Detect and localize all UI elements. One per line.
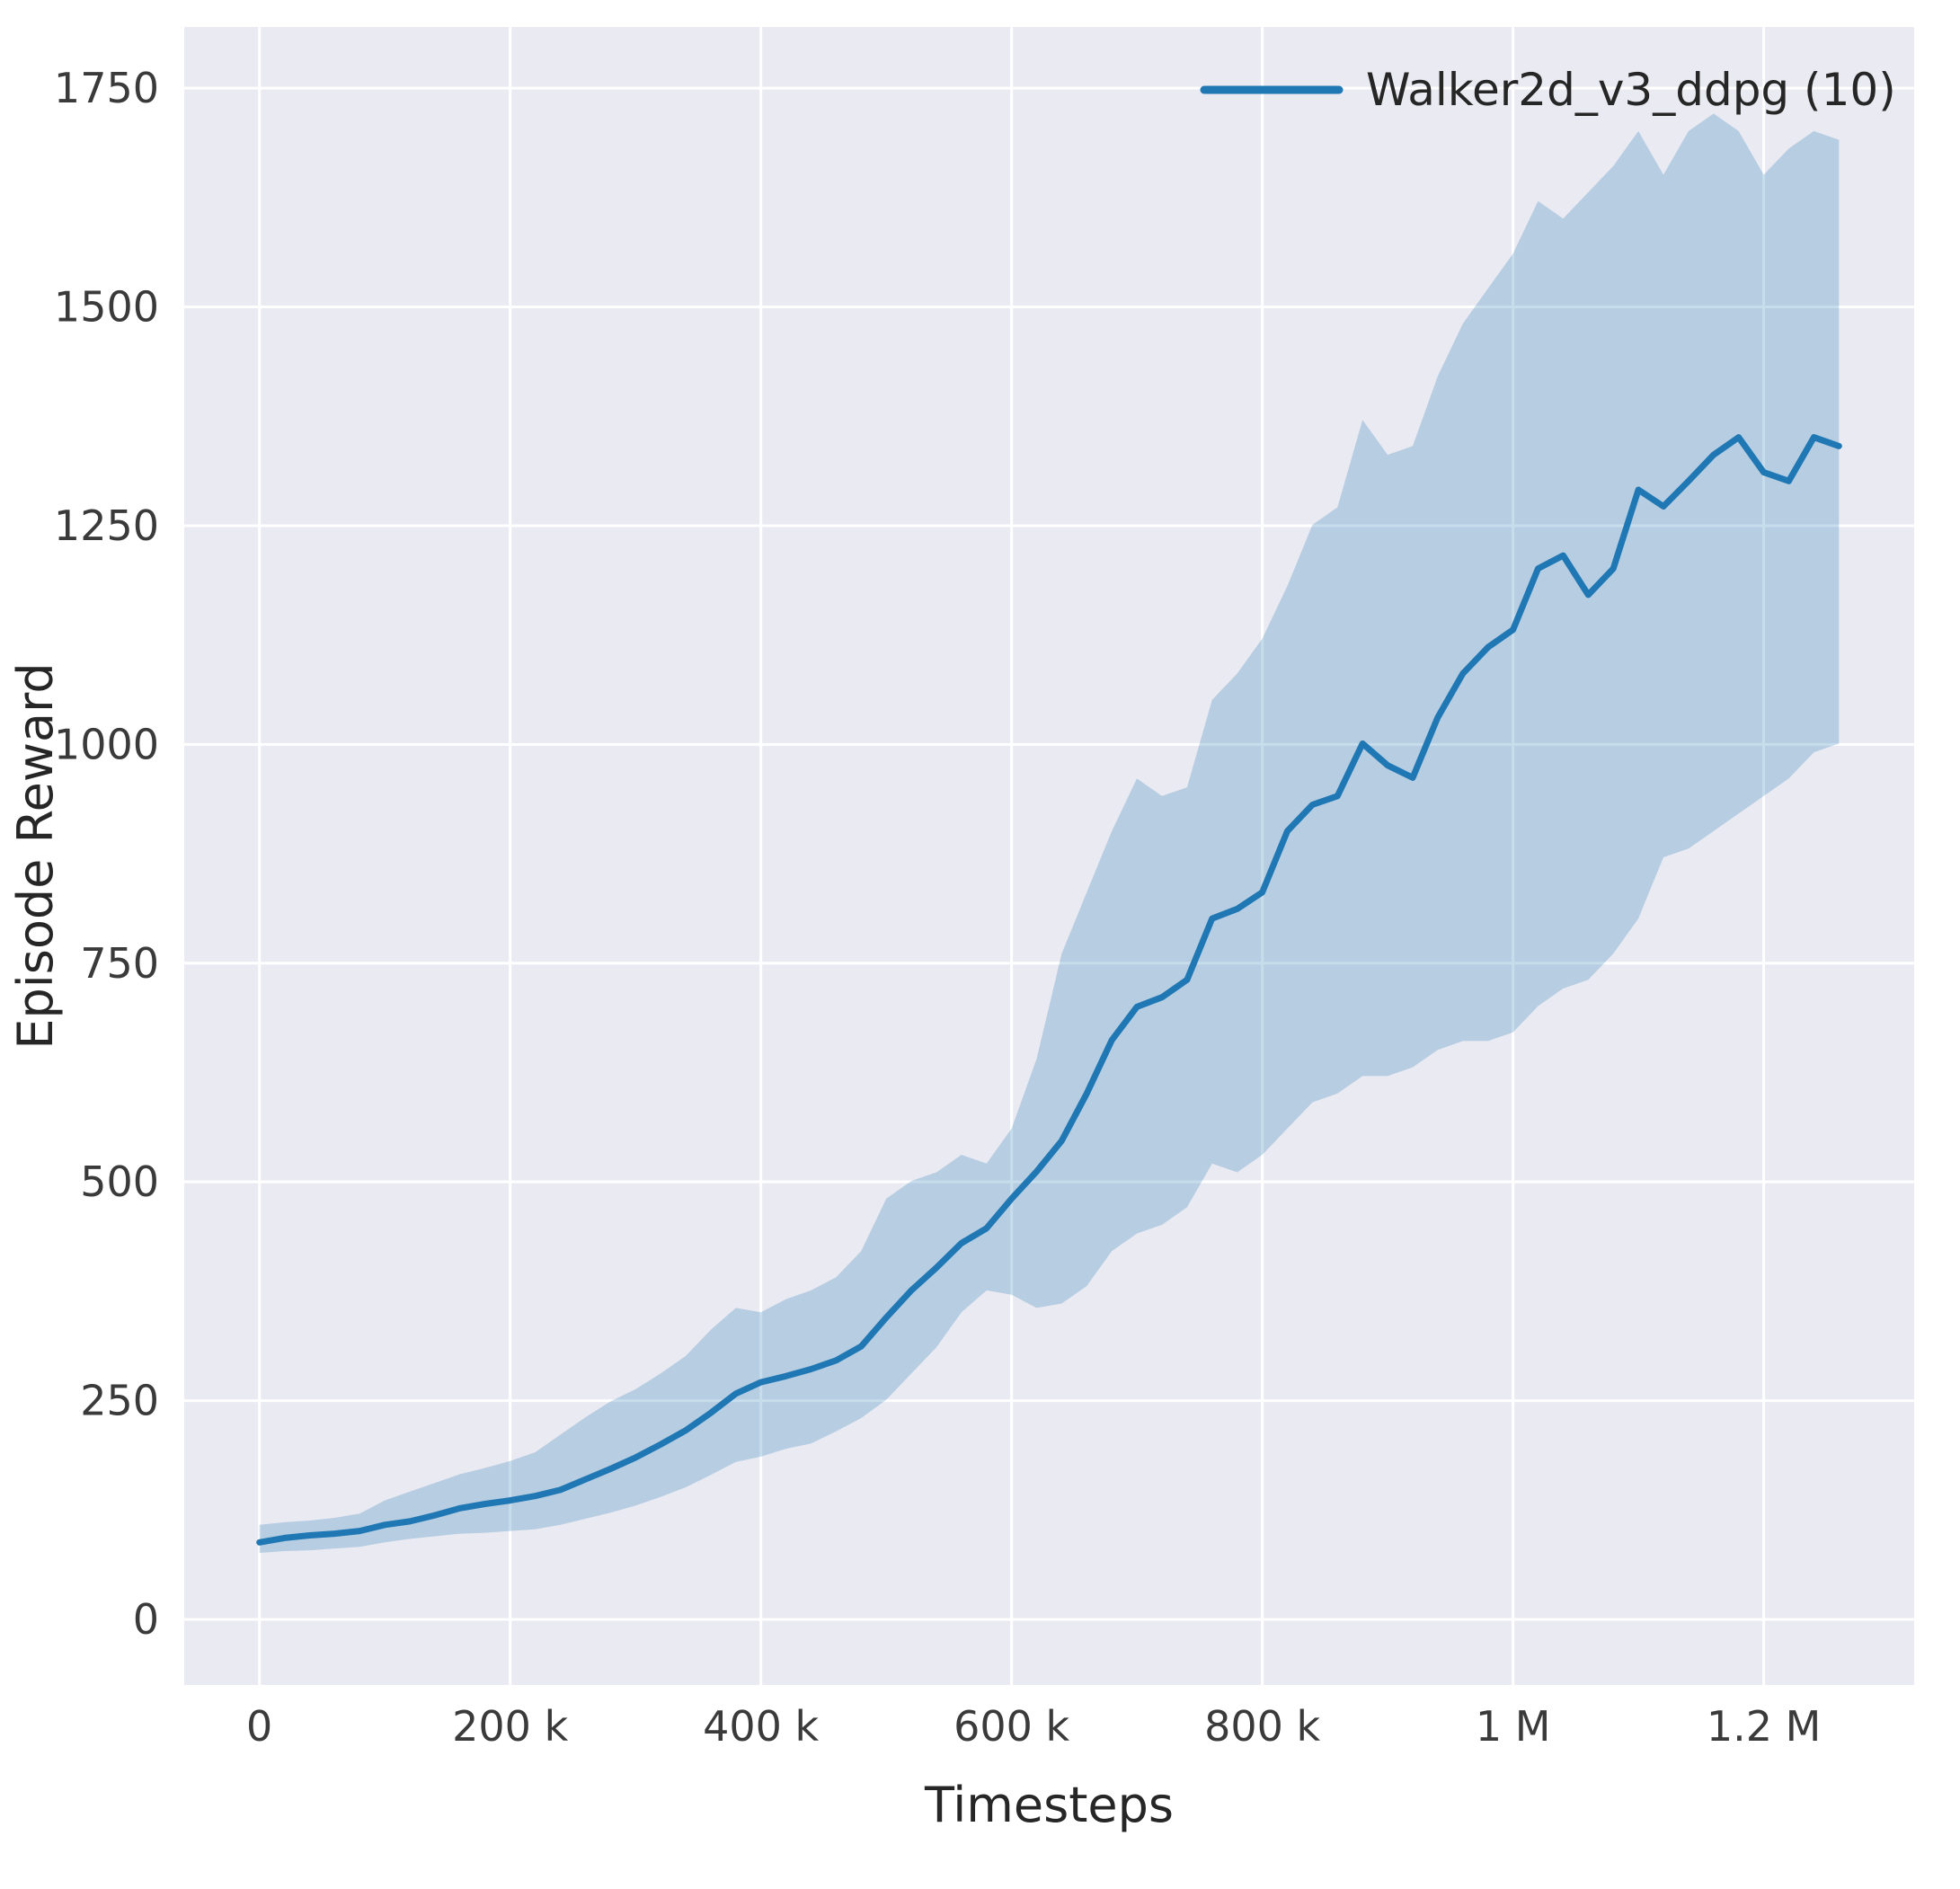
x-tick-label: 200 k: [452, 1702, 568, 1751]
y-tick-label: 1000: [54, 720, 159, 768]
x-tick-labels: 0 200 k 400 k 600 k 800 k 1 M 1.2 M: [246, 1702, 1821, 1751]
y-tick-label: 1750: [54, 64, 159, 112]
x-tick-label: 400 k: [703, 1702, 819, 1751]
legend-label: Walker2d_v3_ddpg (10): [1366, 64, 1896, 116]
x-axis-label: Timesteps: [924, 1777, 1174, 1833]
plot-background: [184, 27, 1914, 1685]
y-tick-labels: 0 250 500 750 1000 1250 1500 1750: [54, 64, 159, 1644]
y-tick-label: 0: [133, 1595, 159, 1644]
x-tick-label: 1.2 M: [1707, 1702, 1821, 1751]
x-tick-label: 0: [246, 1702, 272, 1751]
y-tick-label: 500: [80, 1157, 159, 1206]
gridlines: [184, 27, 1914, 1685]
y-tick-label: 250: [80, 1377, 159, 1425]
x-tick-label: 800 k: [1204, 1702, 1320, 1751]
legend: Walker2d_v3_ddpg (10): [1200, 64, 1896, 116]
y-tick-label: 1250: [54, 501, 159, 550]
mean-line: [256, 434, 1842, 1546]
confidence-band: [259, 113, 1840, 1553]
y-axis-label: Episode Reward: [7, 662, 64, 1049]
x-tick-label: 600 k: [953, 1702, 1069, 1751]
x-tick-label: 1 M: [1476, 1702, 1551, 1751]
y-tick-label: 750: [80, 939, 159, 988]
y-tick-label: 1500: [54, 283, 159, 332]
